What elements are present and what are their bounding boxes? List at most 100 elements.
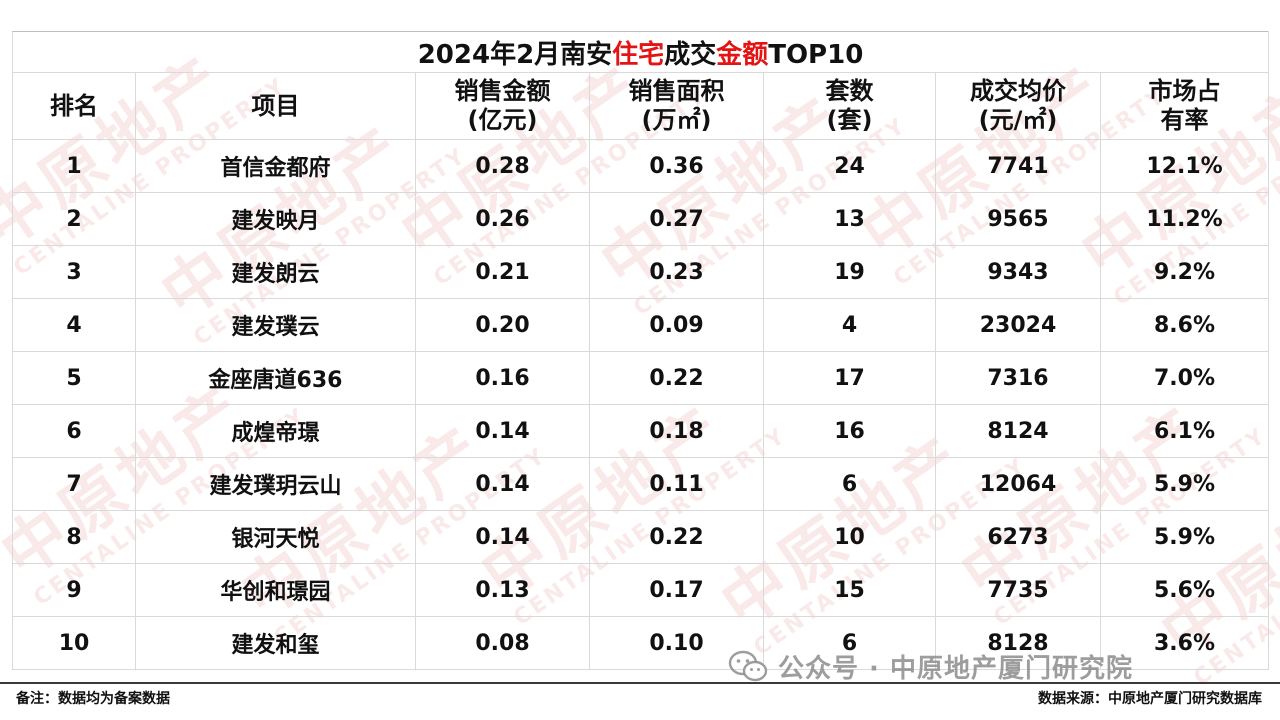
project-cell: 建发映月 [135, 192, 416, 246]
header-line2: 有率 [1160, 106, 1209, 134]
table-row: 5 金座唐道636 0.16 0.22 17 7316 7.0% [12, 351, 1270, 405]
header-amount: 销售金额 (亿元) [415, 72, 590, 140]
avg-price-cell: 9343 [935, 245, 1101, 299]
table-row: 7 建发璞玥云山 0.14 0.11 6 12064 5.9% [12, 457, 1270, 511]
title-suffix: TOP10 [768, 39, 864, 70]
avg-price-cell: 6273 [935, 510, 1101, 564]
rank-cell: 5 [12, 351, 136, 405]
header-project: 项目 [135, 72, 416, 140]
area-cell: 0.17 [589, 563, 764, 617]
title-highlight-amount: 金额 [716, 39, 769, 70]
table-title: 2024年2月南安住宅成交金额TOP10 [11, 31, 1270, 73]
amount-cell: 0.14 [415, 457, 590, 511]
header-units: 套数 (套) [763, 72, 936, 140]
header-line1: 市场占 [1148, 77, 1221, 105]
table-row: 2 建发映月 0.26 0.27 13 9565 11.2% [12, 192, 1270, 246]
header-line1: 销售面积 [628, 77, 725, 105]
project-cell: 建发和玺 [135, 616, 416, 670]
market-share-cell: 9.2% [1099, 245, 1270, 299]
table-body: 1 首信金都府 0.28 0.36 24 7741 12.1% 2 建发映月 0.26 0.27 13… [12, 139, 1270, 670]
header-line1: 销售金额 [454, 77, 551, 105]
avg-price-cell: 12064 [935, 457, 1101, 511]
table-row: 9 华创和璟园 0.13 0.17 15 7735 5.6% [12, 563, 1270, 617]
amount-cell: 0.14 [415, 404, 590, 458]
avg-price-cell: 8128 [935, 616, 1101, 670]
units-cell: 24 [763, 139, 936, 193]
market-share-cell: 8.6% [1099, 298, 1270, 352]
units-cell: 15 [763, 563, 936, 617]
rank-cell: 3 [12, 245, 136, 299]
wechat-icon [728, 650, 768, 681]
market-share-cell: 6.1% [1099, 404, 1270, 458]
area-cell: 0.10 [589, 616, 764, 670]
rank-cell: 8 [12, 510, 136, 564]
title-middle: 成交 [664, 39, 717, 70]
project-cell: 成煌帝璟 [135, 404, 416, 458]
rank-cell: 2 [12, 192, 136, 246]
project-cell: 首信金都府 [135, 139, 416, 193]
amount-cell: 0.08 [415, 616, 590, 670]
amount-cell: 0.20 [415, 298, 590, 352]
header-line2: (元/㎡) [978, 106, 1058, 134]
amount-cell: 0.16 [415, 351, 590, 405]
ranking-table: 2024年2月南安住宅成交金额TOP10 排名 项目 销售金额 (亿元) 销售面积 (万㎡… [11, 31, 1270, 670]
header-line2: (亿元) [467, 106, 538, 134]
area-cell: 0.09 [589, 298, 764, 352]
amount-cell: 0.13 [415, 563, 590, 617]
market-share-cell: 5.9% [1099, 510, 1270, 564]
market-share-cell: 7.0% [1099, 351, 1270, 405]
project-cell: 银河天悦 [135, 510, 416, 564]
area-cell: 0.18 [589, 404, 764, 458]
wechat-watermark: 公众号 · 中原地产厦门研究院 [728, 648, 1133, 685]
header-line2: (套) [826, 106, 873, 134]
units-cell: 16 [763, 404, 936, 458]
project-cell: 华创和璟园 [135, 563, 416, 617]
avg-price-cell: 8124 [935, 404, 1101, 458]
units-cell: 6 [763, 457, 936, 511]
amount-cell: 0.26 [415, 192, 590, 246]
units-cell: 17 [763, 351, 936, 405]
area-cell: 0.27 [589, 192, 764, 246]
project-cell: 建发璞云 [135, 298, 416, 352]
wechat-account-text: 公众号 · 中原地产厦门研究院 [778, 654, 1133, 684]
table-row: 6 成煌帝璟 0.14 0.18 16 8124 6.1% [12, 404, 1270, 458]
title-highlight-residential: 住宅 [612, 39, 665, 70]
market-share-cell: 12.1% [1099, 139, 1270, 193]
amount-cell: 0.28 [415, 139, 590, 193]
rank-cell: 1 [12, 139, 136, 193]
area-cell: 0.11 [589, 457, 764, 511]
avg-price-cell: 7316 [935, 351, 1101, 405]
amount-cell: 0.21 [415, 245, 590, 299]
header-line1: 排名 [50, 91, 98, 120]
units-cell: 13 [763, 192, 936, 246]
footer-source: 数据来源：中原地产厦门研究数据库 [1038, 691, 1262, 707]
market-share-cell: 3.6% [1099, 616, 1270, 670]
units-cell: 6 [763, 616, 936, 670]
area-cell: 0.22 [589, 510, 764, 564]
header-market-share: 市场占 有率 [1099, 72, 1270, 140]
area-cell: 0.22 [589, 351, 764, 405]
area-cell: 0.23 [589, 245, 764, 299]
ranking-table-container: 2024年2月南安住宅成交金额TOP10 排名 项目 销售金额 (亿元) 销售面积 (万㎡… [11, 31, 1270, 670]
header-area: 销售面积 (万㎡) [589, 72, 764, 140]
header-rank: 排名 [12, 72, 136, 140]
project-cell: 建发朗云 [135, 245, 416, 299]
avg-price-cell: 9565 [935, 192, 1101, 246]
header-line1: 套数 [825, 77, 874, 105]
avg-price-cell: 7735 [935, 563, 1101, 617]
table-row: 8 银河天悦 0.14 0.22 10 6273 5.9% [12, 510, 1270, 564]
table-row: 3 建发朗云 0.21 0.23 19 9343 9.2% [12, 245, 1270, 299]
avg-price-cell: 23024 [935, 298, 1101, 352]
units-cell: 19 [763, 245, 936, 299]
header-line2: (万㎡) [641, 106, 712, 134]
footer-note: 备注：数据均为备案数据 [16, 691, 170, 707]
project-cell: 建发璞玥云山 [135, 457, 416, 511]
header-line1: 项目 [251, 91, 300, 120]
table-row: 4 建发璞云 0.20 0.09 4 23024 8.6% [12, 298, 1270, 352]
units-cell: 4 [763, 298, 936, 352]
area-cell: 0.36 [589, 139, 764, 193]
header-line1: 成交均价 [970, 77, 1066, 105]
title-prefix: 2024年2月南安 [417, 39, 613, 70]
avg-price-cell: 7741 [935, 139, 1101, 193]
header-avg-price: 成交均价 (元/㎡) [935, 72, 1101, 140]
